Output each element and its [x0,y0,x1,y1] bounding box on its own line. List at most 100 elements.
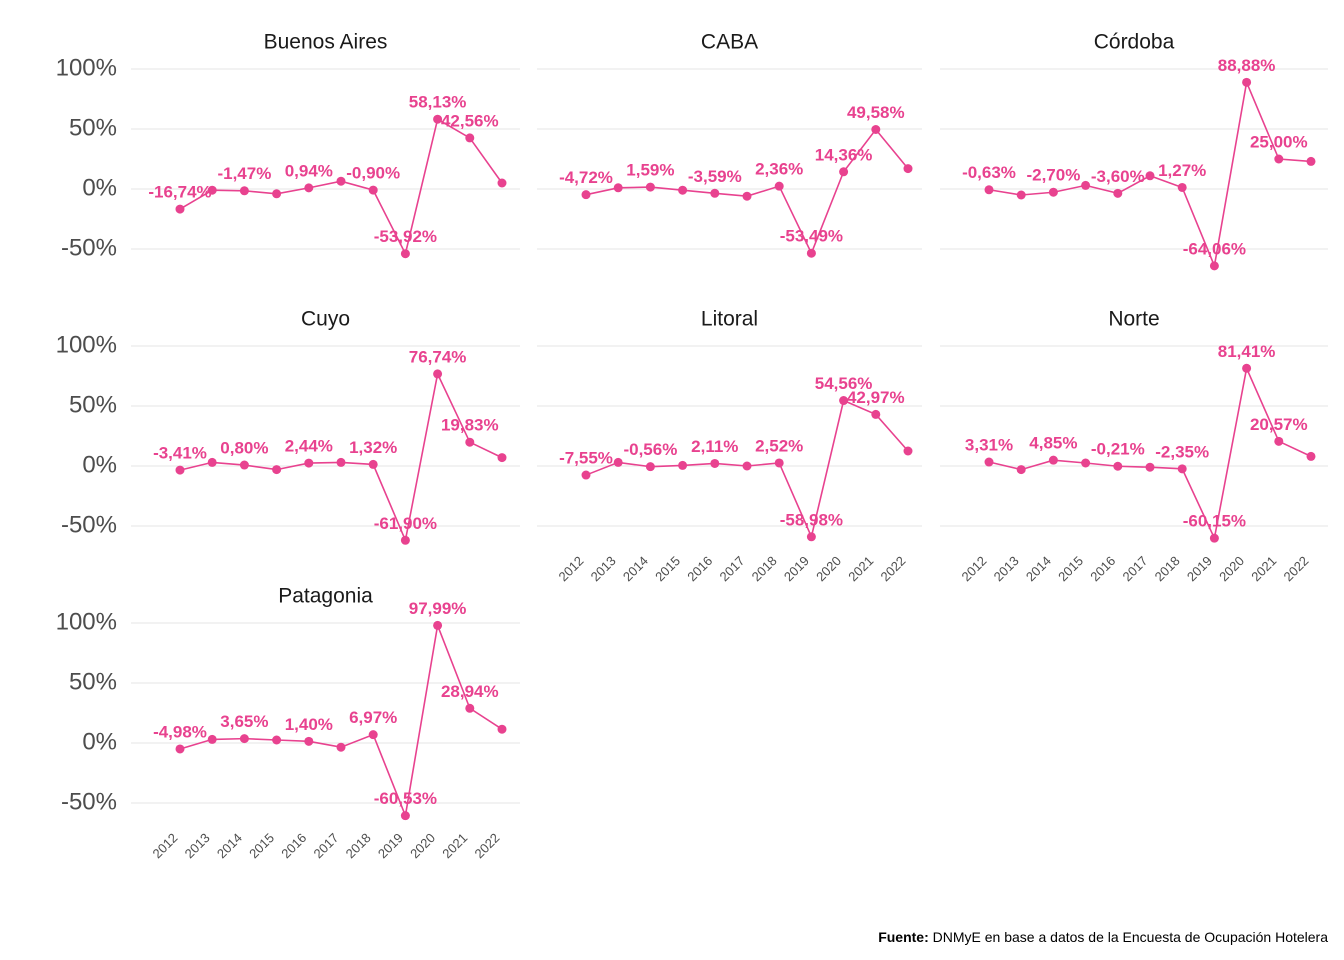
point [903,446,913,456]
point [581,470,591,480]
value-label: -0,90% [346,164,400,183]
point [645,182,655,192]
point [175,465,185,475]
point [645,462,655,472]
value-label: -4,72% [559,168,613,187]
x-tick-label: 2022 [877,553,908,584]
panel-title: Córdoba [1094,31,1175,54]
panel-title: Patagonia [278,585,373,608]
x-tick-label: 2012 [555,553,586,584]
value-label: 0,94% [285,161,333,180]
value-label: 76,74% [409,347,467,366]
point [984,457,994,467]
value-label: 2,52% [755,436,803,455]
value-label: -0,56% [623,440,677,459]
point [1242,363,1252,373]
point [497,724,507,734]
point [400,535,410,545]
x-tick-label: 2012 [958,553,989,584]
point [400,249,410,259]
x-tick-label: 2022 [1280,553,1311,584]
point [1016,190,1026,200]
x-tick-label: 2020 [813,553,844,584]
value-label: 97,99% [409,599,467,618]
point [272,465,282,475]
point [433,369,443,379]
y-tick-label: -50% [61,788,117,815]
value-label: 3,31% [965,436,1013,455]
value-label: 0,80% [220,439,268,458]
y-tick-label: 0% [82,451,117,478]
point [839,396,849,406]
point [1145,462,1155,472]
value-label: 19,83% [441,416,499,435]
point [400,811,410,821]
x-tick-label: 2022 [471,830,502,861]
x-tick-label: 2018 [749,553,780,584]
point [871,409,881,419]
point [175,744,185,754]
value-label: 81,41% [1218,342,1276,361]
point [710,458,720,468]
point [304,458,314,468]
point [304,183,314,193]
series-line [988,365,1312,541]
y-tick-label: -50% [61,234,117,261]
point [806,532,816,542]
value-label: -0,21% [1091,440,1145,459]
value-label: 14,36% [815,145,873,164]
point [1048,187,1058,197]
value-label: 1,32% [349,438,397,457]
point [336,457,346,467]
point [1081,458,1091,468]
value-label: -1,47% [217,164,271,183]
point [678,185,688,195]
value-label: -3,59% [688,167,742,186]
point [207,457,217,467]
x-tick-label: 2017 [716,553,747,584]
panel-title: CABA [701,31,758,54]
point [1113,188,1123,198]
panel-title: Litoral [701,308,758,331]
point [368,730,378,740]
value-label: -7,55% [559,449,613,468]
x-tick-label: 2014 [1023,553,1054,584]
point [742,191,752,201]
y-tick-label: 0% [82,174,117,201]
point [272,189,282,199]
caption-label: Fuente: [878,929,929,945]
value-label: 2,11% [691,437,738,456]
value-label: 2,44% [285,437,333,456]
point [1274,154,1284,164]
value-label: -60,15% [1183,512,1246,531]
point [774,458,784,468]
point [497,453,507,463]
point [1145,171,1155,181]
x-tick-label: 2013 [182,830,213,861]
point [1306,156,1316,166]
point [871,125,881,135]
x-tick-label: 2014 [620,553,651,584]
point [304,736,314,746]
point [710,188,720,198]
value-label: -61,90% [374,514,437,533]
x-tick-label: 2016 [1087,553,1118,584]
y-tick-label: -50% [61,511,117,538]
x-tick-label: 2016 [278,830,309,861]
point [839,167,849,177]
point [368,185,378,195]
series-line [179,118,503,257]
x-tick-label: 2014 [214,830,245,861]
point [465,703,475,713]
point [1242,77,1252,87]
value-label: -16,74% [148,183,211,202]
point [336,176,346,186]
value-label: 1,27% [1158,161,1206,180]
x-tick-label: 2021 [439,830,470,861]
x-tick-label: 2018 [343,830,374,861]
value-label: 58,13% [409,93,467,112]
point [613,457,623,467]
y-tick-label: 100% [56,331,117,358]
point [239,460,249,470]
